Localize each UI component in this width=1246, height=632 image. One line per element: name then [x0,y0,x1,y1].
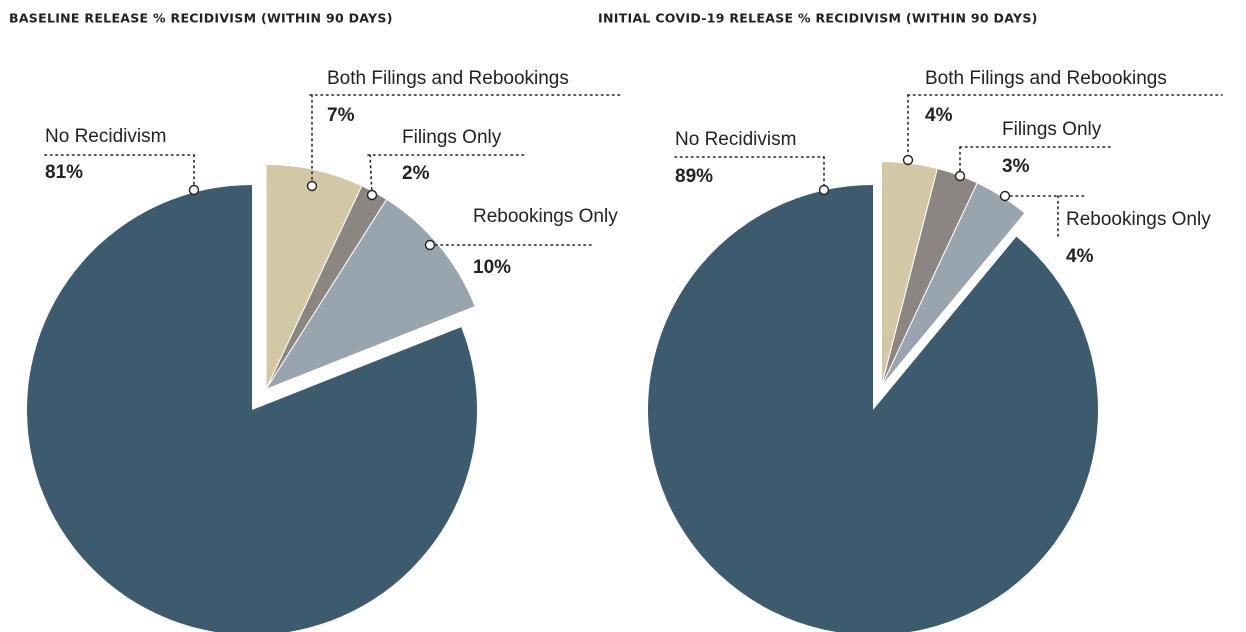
leader-marker [999,190,1011,202]
value-label: 10% [473,257,511,278]
leader-marker [902,154,914,166]
slice-label: Both Filings and Rebookings [925,68,1167,89]
value-label: 2% [402,163,430,184]
value-label: 89% [675,166,713,187]
chart-title: BASELINE RELEASE % RECIDIVISM (WITHIN 90… [9,11,393,26]
leader-marker [954,170,966,182]
pie-slice [264,198,476,391]
slice-label: Filings Only [1002,119,1102,140]
pie-slice [648,185,1098,632]
leader-marker [188,184,200,196]
chart-title: INITIAL COVID-19 RELEASE % RECIDIVISM (W… [598,11,1038,26]
leader-marker [424,239,436,251]
leader-marker [818,184,830,196]
slice-label: No Recidivism [675,129,796,150]
slice-label: Rebookings Only [473,206,618,227]
value-label: 7% [327,105,355,126]
pie-slice [27,185,477,632]
value-label: 4% [925,105,953,126]
slice-label: Rebookings Only [1066,209,1211,230]
leader-line [369,154,373,196]
slice-label: Both Filings and Rebookings [327,68,569,89]
value-label: 4% [1066,246,1094,267]
value-label: 3% [1002,156,1030,177]
slice-label: No Recidivism [45,126,166,147]
leader-marker [366,189,378,201]
value-label: 81% [45,162,83,183]
leader-marker [306,180,318,192]
slice-label: Filings Only [402,127,502,148]
